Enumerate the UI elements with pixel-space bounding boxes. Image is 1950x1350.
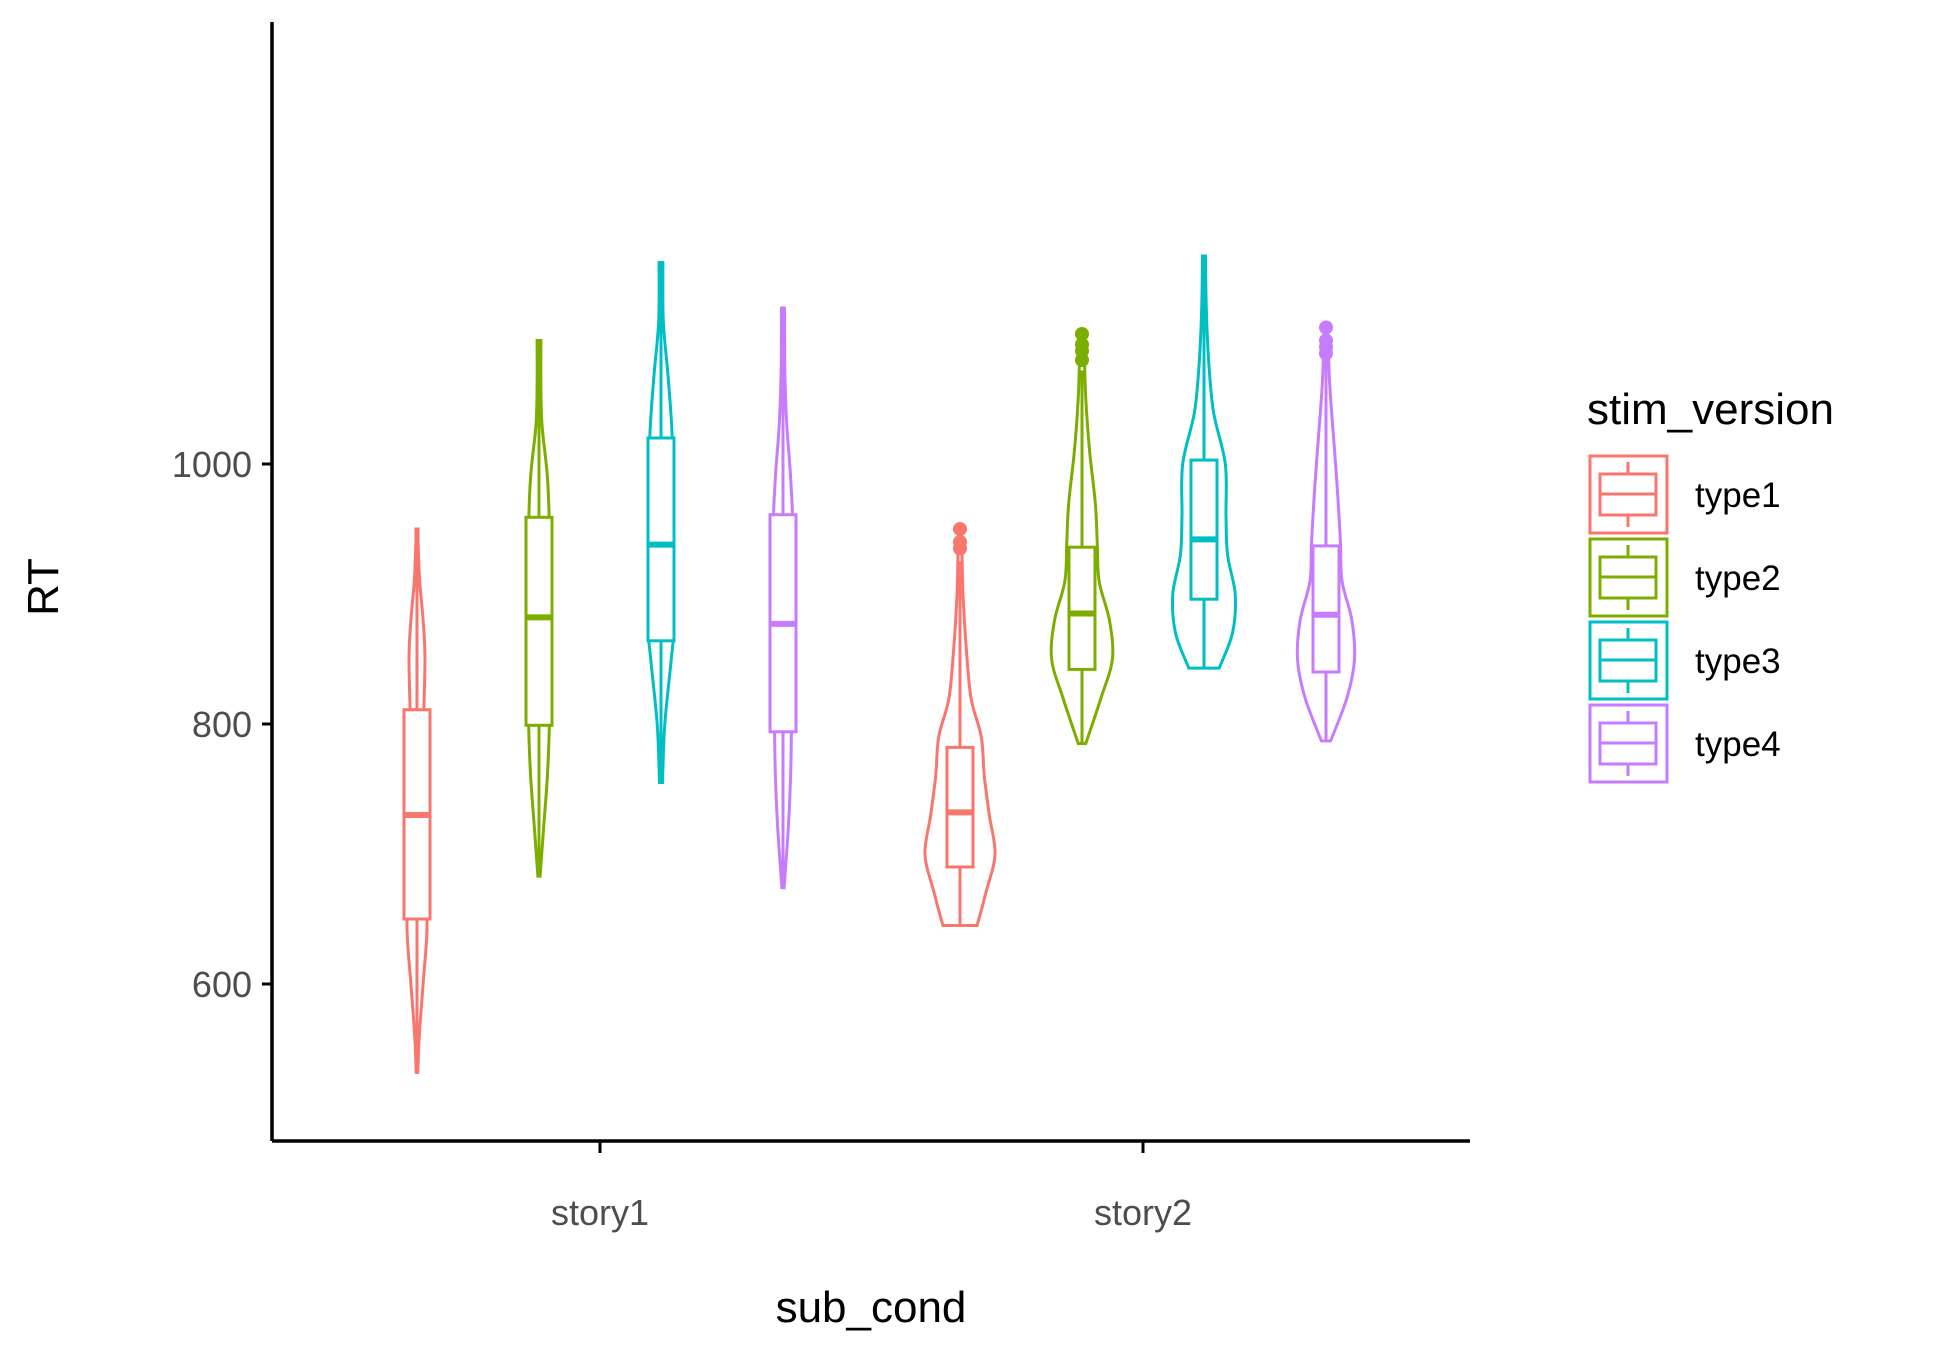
legend-title: stim_version	[1587, 385, 1834, 434]
legend-key-type3: type3	[1588, 620, 1781, 701]
violin-type3-story1	[646, 261, 676, 784]
y-axis-title: RT	[19, 558, 68, 616]
legend-label: type1	[1695, 476, 1781, 515]
legend-key-type1: type1	[1588, 454, 1781, 535]
outlier-point	[1319, 333, 1333, 348]
x-tick-label: story2	[1094, 1192, 1192, 1233]
box-iqr	[1189, 458, 1219, 601]
outlier-point	[1319, 320, 1333, 335]
box-iqr	[1311, 544, 1341, 674]
outlier-point	[953, 522, 967, 536]
violin-type2-story1	[524, 339, 554, 878]
legend-key-type4: type4	[1588, 703, 1781, 784]
ticks: 600 800 1000 story1 story2	[172, 444, 1192, 1233]
plot-area	[402, 254, 1357, 1074]
box-iqr	[945, 745, 975, 869]
legend-label: type4	[1695, 725, 1781, 764]
violin-type4-story2	[1295, 320, 1357, 743]
legend-key-type2: type2	[1588, 537, 1781, 618]
x-axis-title: sub_cond	[776, 1283, 967, 1332]
violin-type3-story2	[1171, 254, 1237, 670]
y-tick-label: 600	[192, 964, 252, 1005]
y-tick-label: 1000	[172, 444, 252, 485]
legend-label: type2	[1695, 559, 1781, 598]
violin-type1-story2	[923, 522, 997, 927]
y-tick-label: 800	[192, 704, 252, 745]
violin-type1-story1	[402, 527, 432, 1074]
box-iqr	[524, 515, 554, 727]
x-tick-label: story1	[551, 1192, 649, 1233]
legend: stim_version type1 type2 type3 type4	[1587, 385, 1834, 784]
outlier-point	[1075, 337, 1089, 352]
outlier-point	[953, 535, 967, 549]
box-iqr	[646, 436, 676, 643]
violin-type2-story2	[1049, 327, 1115, 745]
axes	[270, 22, 1470, 1143]
legend-label: type3	[1695, 642, 1781, 681]
box-iqr	[1067, 545, 1097, 671]
outlier-point	[1075, 327, 1089, 341]
violin-type4-story1	[768, 306, 798, 890]
